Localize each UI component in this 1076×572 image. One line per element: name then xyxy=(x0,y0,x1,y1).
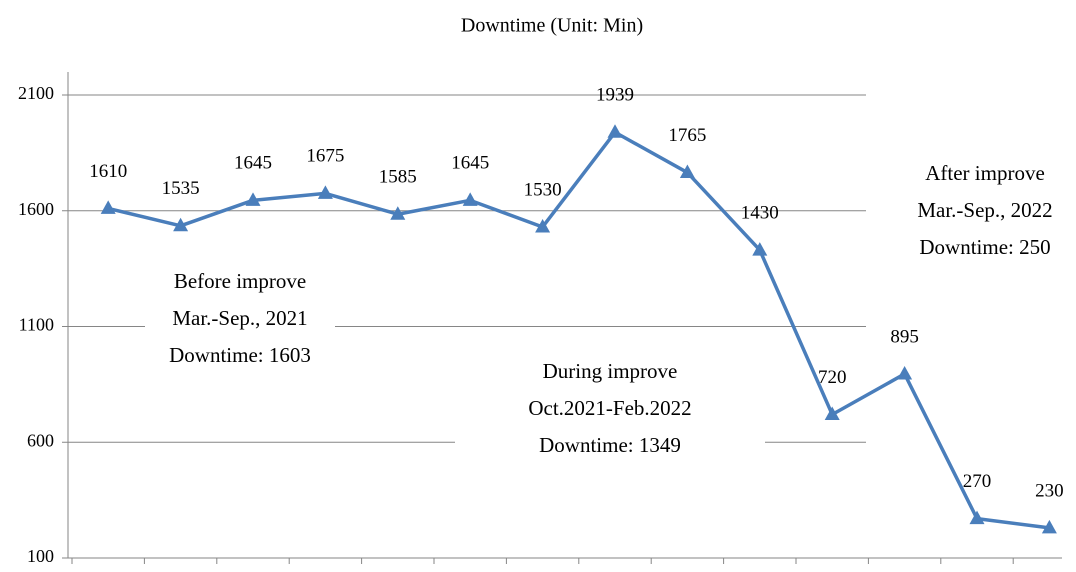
annotation: Downtime: 250 xyxy=(919,235,1050,259)
point-marker xyxy=(752,242,768,256)
annotation: Before improve xyxy=(174,269,306,293)
annotation-bg xyxy=(145,265,335,376)
data-label: 1530 xyxy=(524,179,562,200)
y-tick-label: 2100 xyxy=(18,83,54,103)
point-marker xyxy=(897,365,913,380)
point-marker xyxy=(173,217,189,232)
chart-title: Downtime (Unit: Min) xyxy=(461,15,643,37)
annotation: Downtime: 1603 xyxy=(169,343,311,367)
y-tick-label: 100 xyxy=(27,546,54,566)
data-label: 1535 xyxy=(162,178,200,199)
point-marker xyxy=(317,185,333,199)
data-label: 1645 xyxy=(234,153,272,174)
point-marker xyxy=(100,200,116,214)
annotation: Downtime: 1349 xyxy=(539,433,681,457)
annotation: Oct.2021-Feb.2022 xyxy=(528,396,691,420)
point-marker xyxy=(245,192,261,206)
annotation: Mar.-Sep., 2021 xyxy=(172,306,307,330)
annotation: During improve xyxy=(543,359,678,383)
point-marker xyxy=(969,510,985,525)
data-label: 895 xyxy=(890,326,919,347)
data-label: 1765 xyxy=(668,125,706,146)
annotation: Mar.-Sep., 2022 xyxy=(917,198,1052,222)
point-marker xyxy=(1041,519,1057,534)
annotation-bg xyxy=(455,355,765,466)
point-marker xyxy=(679,164,695,179)
point-marker xyxy=(390,206,406,220)
annotation-bg xyxy=(895,157,1075,268)
data-label: 270 xyxy=(963,471,992,492)
y-tick-label: 1600 xyxy=(18,199,54,219)
data-label: 230 xyxy=(1035,480,1064,501)
data-label: 1585 xyxy=(379,167,417,188)
point-marker xyxy=(824,406,840,420)
point-marker xyxy=(535,218,551,233)
y-tick-label: 1100 xyxy=(19,315,54,335)
point-marker xyxy=(607,124,623,138)
data-label: 1645 xyxy=(451,153,489,174)
data-label: 720 xyxy=(818,367,847,388)
data-label: 1675 xyxy=(306,146,344,167)
y-tick-label: 600 xyxy=(27,430,54,450)
data-label: 1610 xyxy=(89,161,127,182)
point-marker xyxy=(462,192,478,206)
annotation: After improve xyxy=(925,161,1045,185)
series-line xyxy=(107,130,1050,530)
data-label: 1430 xyxy=(741,202,779,223)
data-label: 1939 xyxy=(596,85,634,106)
